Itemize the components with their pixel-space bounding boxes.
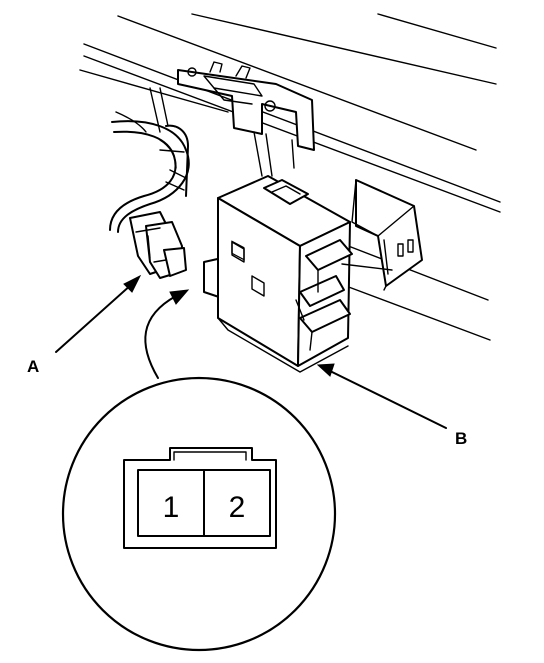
connector-face-outline <box>123 447 277 549</box>
bracket-rivet <box>187 67 197 77</box>
clip-slot <box>397 243 404 257</box>
callout-a-arrow <box>55 274 142 353</box>
pin-label-2: 2 <box>229 491 246 524</box>
clip-slot <box>407 239 414 253</box>
callout-b-label: B <box>455 429 467 448</box>
mounting-bracket <box>177 61 315 151</box>
terminal-cavity-2 <box>203 469 271 537</box>
callout-b-arrow <box>316 363 447 429</box>
connector-a <box>129 211 187 279</box>
detail-circle <box>61 376 337 652</box>
mounting-clip <box>341 179 423 291</box>
unit-b <box>203 175 353 373</box>
terminal-detail: 1 2 <box>61 376 337 652</box>
body-frame <box>79 13 501 341</box>
pin-label-1: 1 <box>163 491 180 524</box>
detail-pointer <box>144 289 190 379</box>
bracket-bolt-hole <box>264 100 276 112</box>
wire-harness <box>109 111 190 233</box>
callout-a-label: A <box>27 357 39 376</box>
support-posts <box>149 87 295 177</box>
